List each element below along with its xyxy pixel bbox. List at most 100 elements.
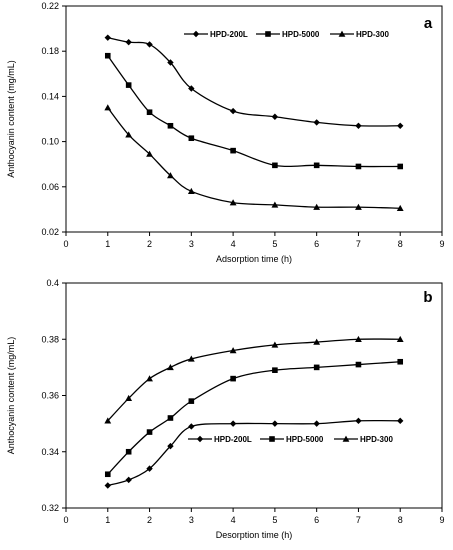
data-point — [167, 415, 174, 421]
chart-panel-b: 0 1 2 3 4 5 6 7 8 9 0.32 0.34 0.36 0.38 0.4 Desorption … — [6, 278, 445, 540]
legend-marker — [269, 436, 275, 442]
chart-panel-a: 0 1 2 3 4 5 6 7 8 9 0.02 0.06 0.10 0.14 0.18 0.22 Adsorp… — [6, 1, 445, 264]
series-line — [107, 107, 401, 209]
data-point — [230, 375, 236, 382]
legend-marker — [338, 30, 346, 37]
data-point — [355, 417, 362, 425]
data-point — [104, 34, 111, 41]
data-point — [229, 107, 237, 115]
data-point — [167, 122, 174, 129]
data-point — [271, 420, 279, 427]
data-point — [397, 163, 404, 170]
data-point — [396, 335, 404, 342]
data-point — [146, 465, 153, 472]
x-tick-label: 1 — [105, 239, 110, 249]
data-point — [167, 59, 174, 66]
data-point — [313, 203, 321, 210]
data-point — [188, 85, 195, 92]
data-point — [355, 163, 362, 170]
data-point — [167, 172, 174, 179]
data-point — [397, 122, 404, 129]
y-tick-label: 0.22 — [41, 1, 59, 11]
y-tick-label: 0.06 — [41, 182, 59, 192]
series-hpd-5000 — [104, 52, 404, 170]
x-tick-label: 3 — [189, 239, 194, 249]
data-point — [229, 347, 237, 354]
data-point — [313, 338, 321, 345]
x-tick-label: 5 — [272, 239, 277, 249]
series-line — [107, 55, 401, 168]
x-tick-label: 9 — [439, 239, 444, 249]
plot-frame — [65, 282, 443, 509]
data-point — [355, 122, 362, 129]
data-point — [146, 429, 153, 435]
data-point — [146, 41, 153, 48]
data-point — [272, 162, 278, 169]
series-hpd-200l — [104, 34, 404, 129]
data-point — [313, 162, 320, 169]
series-hpd-300 — [104, 104, 404, 211]
x-axis-title: Desorption time (h) — [216, 530, 293, 540]
legend-label: HPD-5000 — [282, 30, 320, 39]
data-point — [397, 358, 404, 365]
plot-frame — [65, 5, 443, 233]
x-tick-label: 9 — [439, 515, 444, 525]
data-point — [125, 394, 133, 402]
x-tick-label: 6 — [314, 515, 319, 525]
x-tick-label: 3 — [189, 515, 194, 525]
data-point — [167, 442, 174, 450]
data-point — [104, 482, 111, 489]
legend: HPD-200L HPD-5000 HPD-300 — [188, 435, 393, 444]
y-tick-label: 0.36 — [41, 391, 59, 401]
data-point — [104, 471, 111, 478]
data-point — [104, 104, 112, 111]
data-point — [313, 119, 320, 126]
x-tick-label: 2 — [147, 239, 152, 249]
data-point — [355, 203, 362, 210]
y-tick-label: 0.34 — [41, 447, 59, 457]
data-point — [146, 375, 153, 382]
x-tick-label: 5 — [272, 515, 277, 525]
y-tick-label: 0.18 — [41, 46, 59, 56]
data-point — [313, 420, 320, 427]
data-point — [125, 448, 132, 455]
data-point — [125, 82, 132, 88]
legend-label: HPD-300 — [360, 435, 393, 444]
data-point — [167, 363, 174, 371]
y-axis-title: Anthocyanin content (mg/mL) — [6, 60, 16, 178]
data-point — [187, 355, 195, 362]
data-point — [104, 52, 111, 59]
x-tick-label: 1 — [105, 515, 110, 525]
series-line — [107, 37, 401, 127]
x-tick-label: 0 — [63, 515, 68, 525]
legend-label: HPD-5000 — [286, 435, 324, 444]
legend-label: HPD-200L — [214, 435, 252, 444]
x-tick-label: 7 — [356, 515, 361, 525]
data-point — [229, 199, 237, 206]
x-tick-label: 4 — [231, 515, 236, 525]
legend: HPD-200L HPD-5000 HPD-300 — [184, 30, 389, 39]
x-axis-title: Adsorption time (h) — [216, 254, 292, 264]
series-hpd-5000 — [104, 358, 404, 478]
panel-label: b — [423, 289, 432, 306]
legend-marker — [342, 435, 350, 442]
legend-label: HPD-200L — [210, 30, 248, 39]
x-tick-label: 4 — [231, 239, 236, 249]
series-line — [107, 361, 401, 475]
data-point — [125, 476, 132, 484]
legend-marker — [196, 435, 204, 443]
x-tick-label: 8 — [398, 515, 403, 525]
x-tick-label: 0 — [63, 239, 68, 249]
data-point — [104, 417, 112, 424]
data-point — [188, 423, 195, 430]
data-point — [125, 131, 133, 138]
data-point — [187, 187, 195, 195]
data-point — [229, 420, 237, 427]
legend-marker — [265, 31, 271, 37]
data-point — [397, 417, 404, 425]
data-point — [313, 364, 320, 371]
x-tick-label: 6 — [314, 239, 319, 249]
data-point — [146, 109, 153, 116]
data-point — [230, 147, 236, 154]
legend-label: HPD-300 — [356, 30, 389, 39]
